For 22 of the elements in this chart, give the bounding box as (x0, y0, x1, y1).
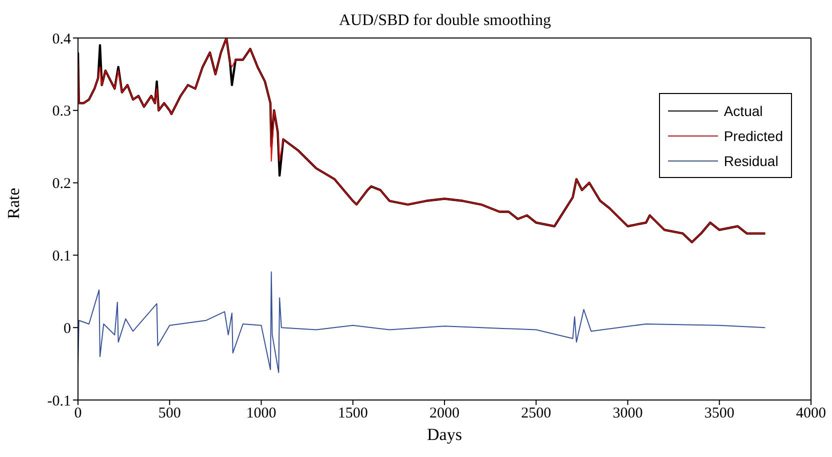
x-tick-label: 4000 (796, 406, 826, 422)
x-axis-title: Days (427, 425, 462, 444)
x-tick-label: 0 (74, 406, 82, 422)
x-tick-label: 1000 (246, 406, 276, 422)
y-tick-label: -0.1 (47, 393, 71, 410)
legend-label: Actual (724, 102, 763, 118)
x-tick-label: 3000 (612, 406, 643, 422)
x-tick-label: 2500 (521, 406, 552, 422)
line-series (78, 271, 766, 373)
y-tick-label: 0.3 (52, 104, 71, 120)
y-tick-label: 0 (64, 320, 71, 337)
x-tick-label: 500 (158, 406, 181, 422)
chart-title: AUD/SBD for double smoothing (338, 12, 552, 30)
y-tick-label: 0.2 (52, 176, 71, 192)
x-tick-label: 3500 (704, 406, 734, 422)
legend-label: Residual (724, 152, 778, 168)
legend-label: Predicted (724, 128, 783, 144)
x-tick-label: 2000 (430, 406, 460, 422)
y-tick-label: 0.1 (52, 248, 71, 265)
x-tick-label: 1500 (338, 406, 368, 422)
y-tick-label: 0.4 (52, 31, 72, 48)
y-axis-title: Rate (4, 188, 24, 219)
